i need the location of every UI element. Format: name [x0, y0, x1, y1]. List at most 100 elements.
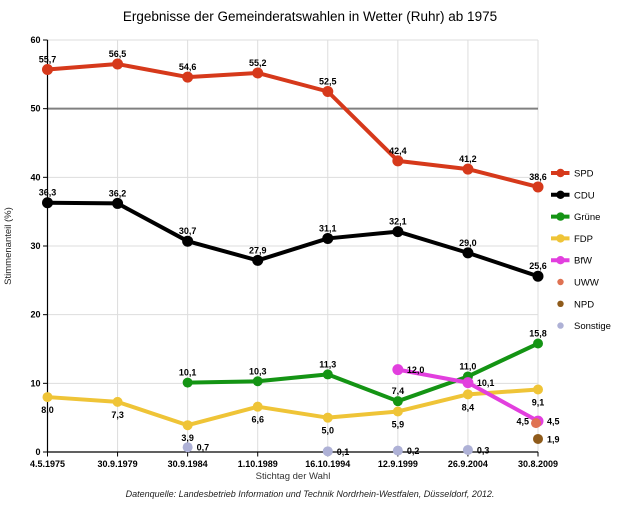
value-label-FDP: 8,0: [41, 405, 54, 415]
value-label-SPD: 56,5: [109, 49, 127, 59]
value-label-Grüne: 10,1: [179, 368, 197, 378]
data-point-Grüne: [322, 369, 333, 380]
legend-label: NPD: [574, 299, 594, 310]
x-tick-label: 12.9.1999: [378, 459, 418, 469]
x-tick-label: 30.9.1984: [168, 459, 208, 469]
legend-dot-swatch: [556, 212, 565, 221]
x-tick-label: 4.5.1975: [30, 459, 65, 469]
value-label-SPD: 41,2: [459, 154, 477, 164]
data-point-CDU: [322, 232, 334, 244]
x-tick-label: 30.9.1979: [98, 459, 138, 469]
legend-label: FDP: [574, 234, 593, 245]
data-point-SPD: [112, 58, 124, 70]
data-point-FDP: [533, 384, 543, 395]
series-CDU: [42, 197, 544, 282]
data-point-Sonstige: [462, 444, 473, 455]
legend-label: Sonstige: [574, 321, 611, 332]
value-label-Grüne: 7,4: [392, 386, 405, 396]
value-label-BfW: 12,0: [407, 365, 425, 375]
legend-item-BfW: BfW: [551, 256, 592, 267]
x-tick-label: 30.8.2009: [518, 459, 558, 469]
value-label-CDU: 32,1: [389, 217, 407, 227]
value-label-NPD: 1,9: [547, 434, 560, 444]
series-NPD: [533, 433, 543, 444]
legend-item-Sonstige: Sonstige: [557, 321, 611, 332]
series-Grüne: [182, 338, 543, 407]
legend-dot-swatch: [556, 168, 565, 178]
data-point-SPD: [532, 181, 544, 193]
data-point-CDU: [112, 197, 124, 209]
value-label-CDU: 25,6: [529, 261, 547, 271]
value-label-SPD: 55,7: [39, 55, 57, 65]
value-label-SPD: 54,6: [179, 62, 197, 72]
legend-label: Grüne: [574, 212, 600, 223]
value-label-SPD: 52,5: [319, 77, 337, 87]
data-point-CDU: [532, 270, 544, 282]
data-point-FDP: [252, 401, 263, 412]
data-point-CDU: [392, 226, 404, 238]
legend-dot-swatch: [557, 278, 564, 286]
value-label-BfW: 10,1: [477, 378, 495, 388]
value-label-UWW: 4,5: [547, 417, 560, 427]
legend-item-UWW: UWW: [557, 278, 599, 289]
data-point-Grüne: [533, 338, 543, 349]
value-label-Grüne: 11,3: [319, 359, 336, 369]
y-tick-label: 20: [30, 310, 40, 320]
data-point-UWW: [531, 418, 541, 429]
legend-item-NPD: NPD: [557, 299, 594, 310]
data-point-SPD: [322, 86, 334, 97]
value-label-Grüne: 11,0: [459, 361, 476, 371]
data-point-SPD: [182, 71, 194, 83]
value-label-CDU: 31,1: [319, 223, 337, 233]
value-label-FDP: 6,6: [251, 415, 264, 425]
series-line-CDU: [47, 200, 539, 279]
value-label-SPD: 55,2: [249, 58, 267, 68]
legend-label: SPD: [574, 169, 594, 180]
data-point-FDP: [462, 389, 473, 400]
legend-label: CDU: [574, 190, 595, 201]
data-point-BfW: [462, 377, 474, 389]
data-point-FDP: [42, 392, 53, 403]
series-UWW: [531, 418, 541, 429]
value-label-Sonstige: 0,3: [477, 445, 490, 455]
series-line-Grüne: [187, 341, 539, 404]
value-label-Grüne: 10,3: [249, 366, 267, 376]
value-label-FDP: 3,9: [181, 433, 194, 443]
value-label-FDP: 8,4: [462, 402, 475, 412]
data-point-FDP: [182, 420, 193, 431]
data-point-Sonstige: [392, 445, 403, 456]
value-label-FDP: 5,9: [392, 419, 405, 429]
data-point-Sonstige: [182, 442, 193, 453]
series-FDP: [42, 384, 543, 431]
value-label-Sonstige: 0,2: [407, 446, 420, 456]
data-source-note: Datenquelle: Landesbetrieb Information u…: [125, 489, 495, 499]
y-tick-label: 50: [30, 104, 40, 114]
y-tick-label: 40: [30, 172, 40, 182]
x-tick-label: 26.9.2004: [448, 459, 488, 469]
value-label-CDU: 30,7: [179, 226, 197, 236]
value-label-SPD: 38,6: [529, 172, 547, 182]
x-tick-label: 16.10.1994: [305, 459, 350, 469]
value-label-FDP: 9,1: [532, 398, 545, 408]
data-point-NPD: [533, 433, 543, 444]
value-label-CDU: 36,3: [39, 188, 57, 198]
data-point-CDU: [252, 254, 264, 266]
y-tick-label: 30: [30, 241, 40, 251]
data-point-Grüne: [252, 376, 263, 387]
series-line-FDP: [47, 387, 539, 428]
legend-dot-swatch: [557, 300, 564, 307]
y-tick-label: 60: [30, 35, 40, 45]
data-point-CDU: [182, 235, 194, 247]
data-point-Sonstige: [322, 446, 333, 457]
chart-title: Ergebnisse der Gemeinderatswahlen in Wet…: [122, 9, 498, 24]
data-point-BfW: [392, 364, 404, 376]
y-tick-label: 0: [35, 447, 40, 457]
legend-dot-swatch: [556, 256, 565, 265]
value-label-CDU: 36,2: [109, 188, 127, 198]
data-point-FDP: [392, 406, 403, 417]
y-tick-label: 10: [30, 378, 40, 388]
data-point-FDP: [112, 396, 123, 407]
data-point-SPD: [252, 67, 264, 79]
